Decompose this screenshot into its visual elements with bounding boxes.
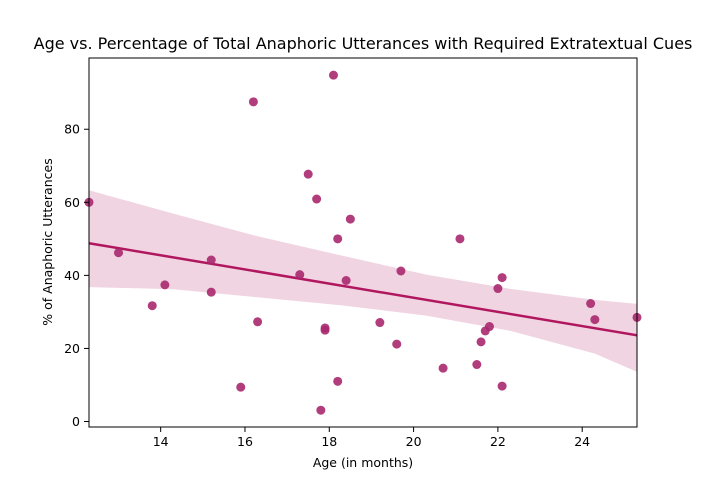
data-point bbox=[345, 214, 355, 224]
data-point bbox=[114, 248, 124, 258]
y-tick-label: 40 bbox=[64, 268, 80, 283]
data-points-layer bbox=[84, 70, 642, 415]
data-point bbox=[320, 325, 330, 335]
data-point bbox=[476, 337, 486, 347]
y-axis-label: % of Anaphoric Utterances bbox=[40, 158, 55, 325]
data-point bbox=[497, 273, 507, 283]
data-point bbox=[312, 194, 322, 204]
data-point bbox=[396, 266, 406, 276]
confidence-band-layer bbox=[89, 190, 637, 372]
chart-title: Age vs. Percentage of Total Anaphoric Ut… bbox=[34, 34, 693, 53]
x-axis-ticks: 14 16 18 20 22 24 bbox=[153, 427, 590, 449]
x-tick-label: 16 bbox=[237, 434, 253, 449]
y-tick-label: 80 bbox=[64, 122, 80, 137]
data-point bbox=[295, 270, 305, 280]
data-point bbox=[303, 169, 313, 179]
data-point bbox=[472, 360, 482, 370]
y-tick-label: 20 bbox=[64, 341, 80, 356]
x-axis-label: Age (in months) bbox=[313, 455, 413, 470]
x-tick-label: 14 bbox=[153, 434, 169, 449]
data-point bbox=[341, 275, 351, 285]
x-tick-label: 24 bbox=[574, 434, 590, 449]
data-point bbox=[375, 318, 385, 328]
data-point bbox=[438, 363, 448, 373]
x-tick-label: 18 bbox=[321, 434, 337, 449]
plot-area-frame bbox=[88, 57, 638, 428]
data-point bbox=[206, 287, 216, 297]
data-point bbox=[484, 322, 494, 332]
y-tick-label: 60 bbox=[64, 195, 80, 210]
regression-line-layer bbox=[88, 241, 638, 337]
regression-line bbox=[88, 241, 638, 337]
data-point bbox=[590, 315, 600, 325]
data-point bbox=[236, 382, 246, 392]
data-point bbox=[497, 381, 507, 391]
confidence-band bbox=[89, 190, 637, 372]
data-point bbox=[455, 234, 465, 244]
y-axis-ticks: 0 20 40 60 80 bbox=[64, 122, 89, 429]
data-point bbox=[147, 301, 157, 311]
y-tick-label: 0 bbox=[72, 414, 80, 429]
data-point bbox=[328, 70, 338, 80]
data-point bbox=[253, 317, 263, 327]
data-point bbox=[248, 97, 258, 107]
data-point bbox=[160, 280, 170, 290]
data-point bbox=[333, 234, 343, 244]
data-point bbox=[333, 376, 343, 386]
x-tick-label: 22 bbox=[490, 434, 506, 449]
x-tick-label: 20 bbox=[406, 434, 422, 449]
data-point bbox=[493, 284, 503, 294]
data-point bbox=[392, 339, 402, 349]
data-point bbox=[206, 255, 216, 265]
data-point bbox=[586, 299, 596, 309]
data-point bbox=[316, 405, 326, 415]
